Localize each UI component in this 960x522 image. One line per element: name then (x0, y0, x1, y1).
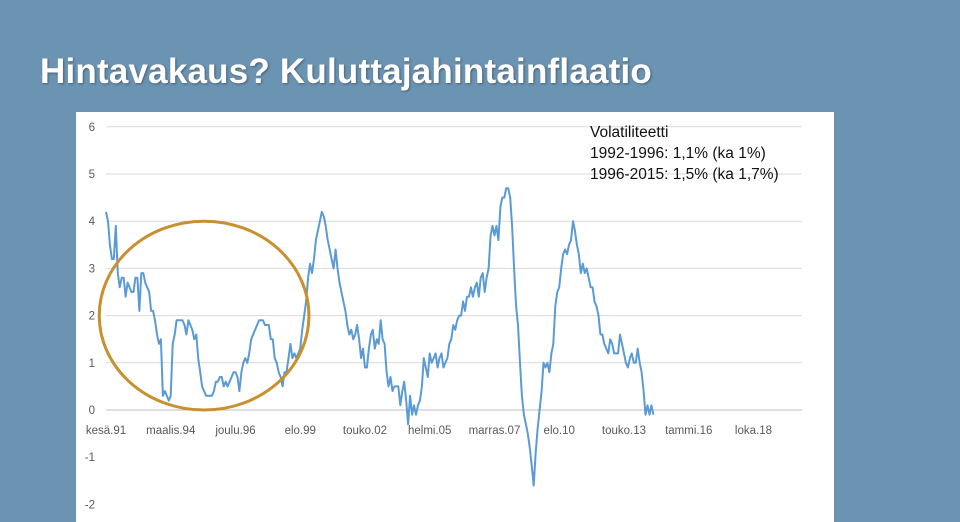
y-tick-label-1: -1 (85, 452, 95, 464)
annotation-heading: Volatiliteetti (590, 124, 669, 141)
x-tick-label-0: kesä.91 (86, 425, 126, 437)
x-tick-label-1: maalis.94 (146, 425, 196, 437)
inflation-series-line (105, 187, 655, 487)
x-tick-label-8: touko.13 (602, 425, 646, 437)
x-tick-label-4: touko.02 (343, 425, 387, 437)
y-tick-label-8: 6 (89, 122, 95, 134)
y-tick-label-2: 0 (89, 405, 95, 417)
highlight-circle (97, 219, 311, 412)
y-tick-label-7: 5 (89, 169, 95, 181)
x-tick-label-7: elo.10 (544, 425, 575, 437)
annotation-line-1: 1992-1996: 1,1% (ka 1%) (590, 145, 766, 162)
x-tick-label-5: helmi.05 (408, 425, 451, 437)
x-tick-label-2: joulu.96 (214, 425, 255, 437)
y-tick-label-4: 2 (89, 311, 95, 323)
y-tick-label-3: 1 (89, 358, 95, 370)
annotation-line-2: 1996-2015: 1,5% (ka 1,7%) (590, 166, 779, 183)
y-tick-label-5: 3 (89, 263, 95, 275)
x-tick-label-10: loka.18 (735, 425, 772, 437)
x-tick-label-9: tammi.16 (665, 425, 712, 437)
y-tick-label-0: -2 (85, 499, 95, 511)
volatility-annotation: Volatiliteetti 1992-1996: 1,1% (ka 1%) 1… (590, 122, 779, 185)
inflation-line-chart: -2 -1 0 1 2 3 4 5 6 kesä.91 maalis.94 joulu.96 elo.9… (85, 122, 802, 511)
slide-title: Hintavakaus? Kuluttajahintainflaatio (40, 52, 653, 91)
x-tick-label-3: elo.99 (285, 425, 316, 437)
chart-panel: -2 -1 0 1 2 3 4 5 6 kesä.91 maalis.94 joulu.96 elo.9… (76, 112, 834, 522)
x-tick-label-6: marras.07 (469, 425, 521, 437)
y-tick-label-6: 4 (89, 216, 96, 228)
